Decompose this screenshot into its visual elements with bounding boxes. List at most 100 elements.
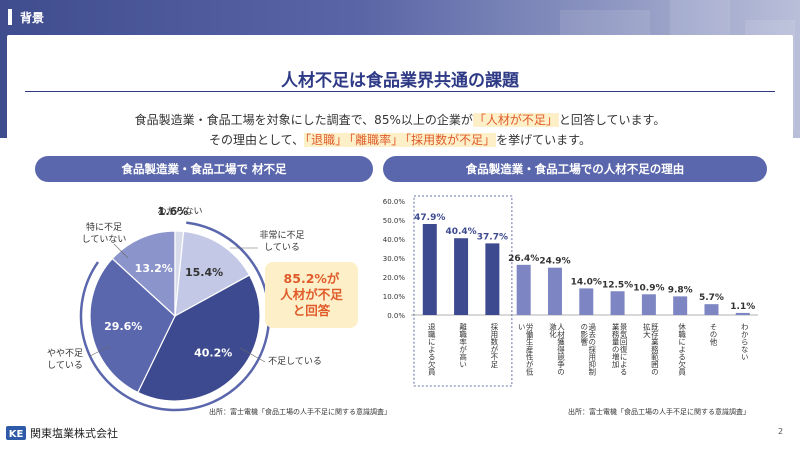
pie-value-label: 29.6% <box>104 320 142 333</box>
bar <box>547 267 562 315</box>
x-category-label-text: 激化 <box>548 322 557 340</box>
ke-logo-icon: KE <box>6 426 26 440</box>
x-category-label-text: 景気回復による <box>619 323 628 376</box>
logo-text: KE <box>9 429 24 440</box>
line1-segment: と回答しています。 <box>558 113 666 127</box>
pie-value-label: 15.4% <box>185 266 223 279</box>
line2-segment: 「退職」 <box>304 133 349 147</box>
pie-leader-line <box>239 347 266 363</box>
x-category-label-text: 離職率が高い <box>458 322 467 368</box>
x-category-label-text: その他 <box>709 323 718 347</box>
bar-value-label: 24.9% <box>539 257 570 267</box>
y-tick-label: 60.0% <box>383 198 406 206</box>
bar-value-label: 14.0% <box>571 277 602 287</box>
page-title: 人材不足は食品業界共通の課題 <box>281 71 519 91</box>
right-panel-heading: 食品製造業・食品工場での人材不足の理由 <box>383 156 767 182</box>
bar-chart: 0.0% 10.0% 20.0% 30.0% 40.0% 50.0% 60.0% 47.9% 退… <box>383 195 758 387</box>
highlight-group-box <box>413 195 513 387</box>
title-underline <box>25 91 775 92</box>
left-source-note: 出所：富士電機「食品工場の人手不足に関する意識調査」 <box>209 408 391 416</box>
y-tick-label: 30.0% <box>383 255 406 263</box>
bar-value-label: 12.5% <box>602 280 633 290</box>
pie-slice <box>111 230 176 318</box>
pie-category-label: やや不足 <box>47 348 83 359</box>
bar-value-label: 10.9% <box>633 283 664 293</box>
pie-value-label: 40.2% <box>194 346 232 359</box>
line1-segment: 食品製造業・食品工場を対象にした調査で、85%以上の企業が <box>134 113 473 127</box>
y-tick-label: 20.0% <box>383 274 406 282</box>
pie-category-label: している <box>47 360 83 371</box>
bar <box>610 291 625 315</box>
section-tag-label: 背景 <box>20 10 45 25</box>
intro-line-1: 食品製造業・食品工場を対象にした調査で、85%以上の企業が「人材が不足」と回答し… <box>0 111 800 128</box>
y-tick-label: 10.0% <box>383 293 406 301</box>
y-tick-label: 50.0% <box>383 217 406 225</box>
x-category-label-text: の影響 <box>580 323 589 347</box>
pie-slice <box>174 230 185 317</box>
x-category-label-text: 人材獲得競争の <box>556 323 565 376</box>
x-category-label-text: 労働生産性が低 <box>525 322 534 377</box>
bar <box>579 288 594 315</box>
intro-line-2: その理由として、「退職」 「離職率」 「採用数が不足」を挙げています。 <box>0 131 800 148</box>
bar <box>485 243 500 315</box>
pie-slice <box>137 274 261 402</box>
summary-callout: 85.2%が 人材が不足 と回答 <box>265 262 358 328</box>
x-category-label-text: わからない <box>740 323 749 361</box>
pie-leader-line <box>89 345 111 357</box>
x-category-label-text: 休職による欠員 <box>677 322 686 377</box>
bar-value-label: 40.4% <box>445 227 476 237</box>
bar <box>516 264 531 315</box>
bar-value-label: 5.7% <box>699 293 724 303</box>
line2-segment: 「離職率」 <box>348 133 405 147</box>
bar <box>673 296 688 315</box>
left-panel-heading: 食品製造業・食品工場で 材不足 <box>35 156 373 182</box>
company-name: 関東塩業株式会社 <box>30 427 118 440</box>
section-tag: 背景 <box>0 0 44 34</box>
bar <box>735 312 750 315</box>
line1-segment: 「人材が不足」 <box>472 113 559 127</box>
bar <box>704 304 719 315</box>
line2-segment: 「採用数が不足」 <box>404 133 497 147</box>
pie-category-label: 特に不足 <box>86 221 122 233</box>
pie-chart: 15.4%40.2%29.6%13.2%1.6%非常に不足している不足しているや… <box>47 205 322 412</box>
pie-category-label: わからない <box>157 206 202 217</box>
y-tick-label: 40.0% <box>383 236 406 244</box>
x-category-label-text: 業務量の増加 <box>611 322 620 370</box>
page-number: 2 <box>778 427 784 436</box>
callout-line-2: 人材が不足 <box>280 287 343 302</box>
x-category-label-text: 採用数が不足 <box>490 322 499 370</box>
x-category-label: わからない <box>740 323 749 361</box>
x-category-label: 休職による欠員 <box>677 322 686 377</box>
pie-category-label: していない <box>82 234 127 245</box>
x-category-label: その他 <box>709 323 718 347</box>
bar-value-label: 26.4% <box>508 254 539 264</box>
pie-highlight-arc <box>79 221 271 412</box>
pie-value-label: 1.6% <box>158 205 189 218</box>
x-category-label-text: 既存業務範囲の <box>650 323 659 376</box>
y-tick-label: 0.0% <box>387 312 405 320</box>
pie-slice <box>89 257 176 394</box>
x-category-label-text: 退職による欠員 <box>427 323 436 377</box>
x-category-label-text: 過去の採用抑制 <box>588 322 597 377</box>
pie-category-label: している <box>264 242 300 253</box>
x-category-label: 離職率が高い <box>458 322 467 368</box>
pie-category-label: 非常に不足 <box>259 229 304 241</box>
bar-value-label: 9.8% <box>668 285 693 295</box>
bar <box>641 294 656 315</box>
pie-value-label: 13.2% <box>135 262 173 275</box>
bar-value-label: 37.7% <box>477 232 508 242</box>
callout-line-3: と回答 <box>292 303 331 318</box>
pie-category-label: 不足している <box>268 356 322 367</box>
line2-segment: その理由として、 <box>209 133 305 147</box>
pie-leader-line <box>113 243 129 259</box>
bar <box>422 223 437 315</box>
x-category-label-text: い <box>517 323 526 331</box>
pie-slice <box>174 230 251 318</box>
company-logo: KE 関東塩業株式会社 <box>6 425 118 441</box>
line2-segment: を挙げています。 <box>496 133 591 147</box>
